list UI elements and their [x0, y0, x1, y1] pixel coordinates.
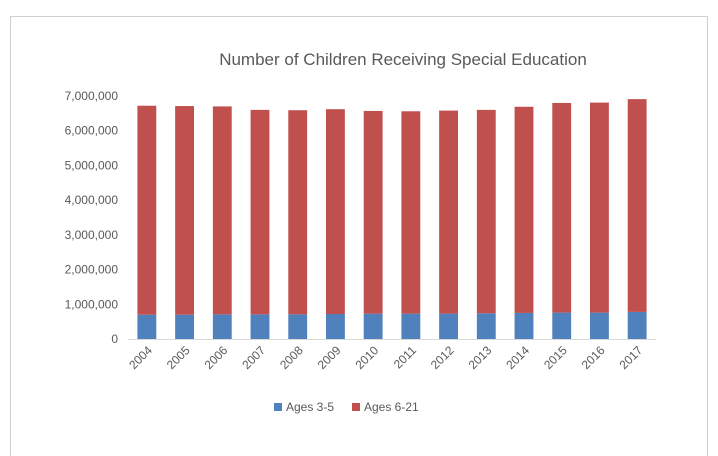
x-tick-label: 2006 [202, 343, 231, 372]
y-tick-label: 2,000,000 [65, 263, 119, 277]
bar-ages-6-21-2009 [326, 109, 345, 314]
bar-ages-3-5-2011 [401, 314, 420, 339]
bar-ages-6-21-2013 [477, 110, 496, 313]
y-tick-label: 4,000,000 [65, 193, 119, 207]
bar-ages-6-21-2017 [628, 99, 647, 312]
y-tick-label: 1,000,000 [65, 297, 119, 311]
y-tick-label: 0 [111, 332, 118, 346]
x-tick-label: 2013 [466, 343, 495, 372]
bar-ages-6-21-2007 [251, 110, 270, 314]
bar-ages-6-21-2011 [401, 111, 420, 313]
bar-ages-3-5-2016 [590, 313, 609, 339]
bar-ages-6-21-2005 [175, 106, 194, 315]
x-tick-label: 2014 [503, 343, 532, 372]
x-tick-label: 2007 [239, 343, 268, 372]
y-tick-label: 5,000,000 [65, 158, 119, 172]
bar-ages-6-21-2015 [552, 103, 571, 313]
x-tick-label: 2016 [579, 343, 608, 372]
bar-ages-6-21-2012 [439, 111, 458, 314]
x-tick-label: 2005 [164, 343, 193, 372]
bar-ages-3-5-2009 [326, 314, 345, 339]
bar-ages-3-5-2010 [364, 314, 383, 339]
bar-ages-3-5-2006 [213, 314, 232, 339]
y-tick-label: 6,000,000 [65, 124, 119, 138]
x-tick-label: 2008 [277, 343, 306, 372]
x-tick-label: 2004 [126, 343, 155, 372]
bar-ages-3-5-2015 [552, 313, 571, 339]
bar-ages-3-5-2012 [439, 314, 458, 339]
bar-ages-3-5-2017 [628, 312, 647, 339]
legend-label: Ages 3-5 [286, 400, 334, 414]
bar-ages-6-21-2006 [213, 106, 232, 314]
x-tick-label: 2011 [391, 343, 419, 371]
x-tick-label: 2009 [315, 343, 344, 372]
bar-ages-3-5-2008 [288, 314, 307, 339]
bar-ages-3-5-2007 [251, 314, 270, 339]
bar-ages-6-21-2004 [137, 106, 156, 315]
bar-ages-6-21-2016 [590, 103, 609, 313]
bar-ages-3-5-2013 [477, 313, 496, 339]
bar-ages-6-21-2014 [515, 107, 534, 313]
bar-ages-3-5-2014 [515, 313, 534, 339]
x-tick-label: 2012 [428, 343, 457, 372]
legend-swatch-ages-6-21 [352, 403, 360, 411]
bar-ages-6-21-2008 [288, 110, 307, 314]
stacked-bar-chart: 0 1,000,000 2,000,000 3,000,000 4,000,000 5,0… [0, 0, 718, 441]
x-tick-label: 2010 [352, 343, 381, 372]
y-tick-label: 3,000,000 [65, 228, 119, 242]
x-tick-label: 2017 [616, 343, 645, 372]
legend-label: Ages 6-21 [364, 400, 419, 414]
legend-swatch-ages-3-5 [274, 403, 282, 411]
y-tick-label: 7,000,000 [65, 89, 119, 103]
bar-ages-6-21-2010 [364, 111, 383, 314]
bar-ages-3-5-2005 [175, 315, 194, 339]
x-tick-label: 2015 [541, 343, 570, 372]
bar-ages-3-5-2004 [137, 315, 156, 339]
